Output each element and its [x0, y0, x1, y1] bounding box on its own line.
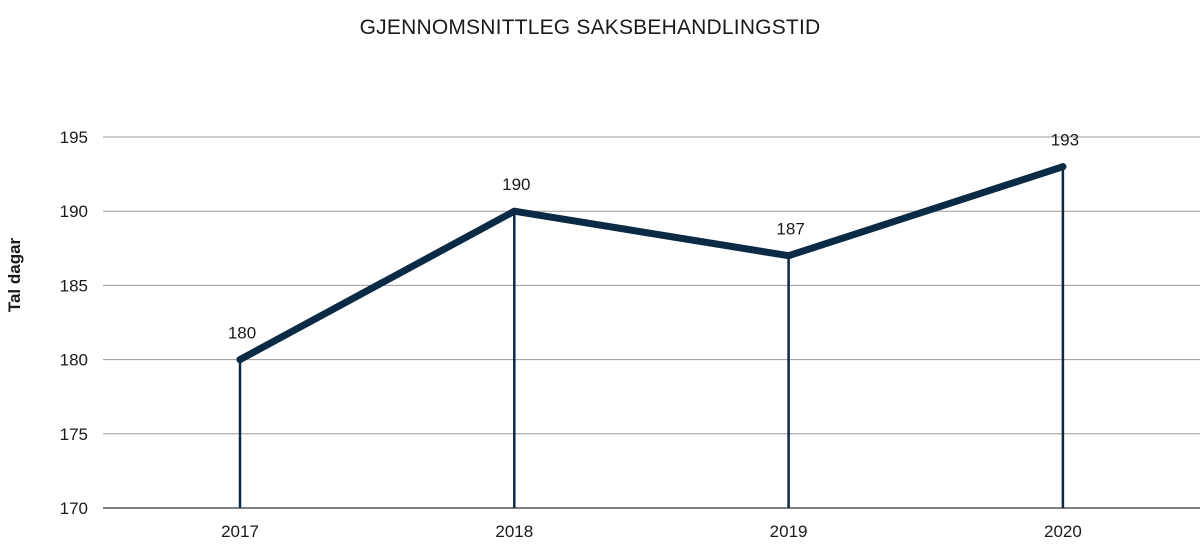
- series-line-layer: [236, 163, 1067, 364]
- chart-title: GJENNOMSNITTLEG SAKSBEHANDLINGSTID: [359, 16, 821, 39]
- x-tick-label: 2017: [221, 522, 259, 541]
- y-tick-label: 195: [60, 128, 88, 147]
- y-axis-ticks: 170 175 180 185 190 195: [60, 128, 88, 518]
- data-label: 180: [228, 324, 256, 343]
- y-tick-label: 185: [60, 276, 88, 295]
- data-label: 187: [776, 220, 804, 239]
- y-tick-label: 190: [60, 202, 88, 221]
- x-tick-label: 2019: [770, 522, 808, 541]
- x-axis-ticks: 2017 2018 2019 2020: [221, 522, 1082, 541]
- data-label: 193: [1051, 131, 1079, 150]
- y-tick-label: 175: [60, 425, 88, 444]
- data-point: [785, 252, 793, 260]
- y-axis-label: Tal dagar: [5, 237, 24, 312]
- data-point: [236, 356, 244, 364]
- y-tick-label: 180: [60, 351, 88, 370]
- y-tick-label: 170: [60, 499, 88, 518]
- x-tick-label: 2020: [1044, 522, 1082, 541]
- data-label: 190: [502, 175, 530, 194]
- drop-lines: [238, 166, 1065, 508]
- gridlines: [103, 136, 1200, 509]
- x-tick-label: 2018: [495, 522, 533, 541]
- data-point: [510, 207, 518, 215]
- data-labels: 180 190 187 193: [228, 131, 1079, 343]
- data-point: [1059, 163, 1067, 171]
- series-line: [236, 163, 1067, 364]
